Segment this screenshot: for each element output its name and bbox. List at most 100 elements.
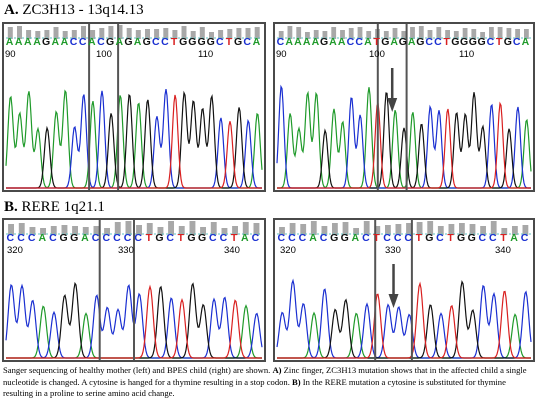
quality-bar <box>462 28 468 39</box>
trace-g <box>277 92 531 189</box>
quality-bar <box>348 28 354 39</box>
section-gene-b: RERE 1q21.1 <box>21 199 105 215</box>
base-call: C <box>425 36 433 48</box>
base-call: C <box>97 36 105 48</box>
base-call: C <box>113 232 121 244</box>
base-call: A <box>38 232 47 244</box>
quality-bar <box>289 223 296 235</box>
chromatogram-a-mother-trace <box>5 22 263 192</box>
quality-bar <box>363 221 370 235</box>
base-call: G <box>179 36 188 48</box>
trace-t <box>277 101 531 189</box>
section-title-a: A. ZC3H13 - 13q14.13 <box>4 2 144 18</box>
base-call: C <box>362 232 370 244</box>
base-call: A <box>351 232 360 244</box>
base-call: C <box>277 232 286 244</box>
quality-bar <box>418 26 424 39</box>
quality-bar <box>353 228 359 235</box>
quality-bar <box>35 31 41 39</box>
quality-bar <box>81 26 86 39</box>
base-call: T <box>373 36 380 48</box>
quality-bar <box>209 32 214 39</box>
quality-bar <box>332 223 338 235</box>
quality-bar <box>490 221 497 235</box>
quality-bar <box>172 30 178 39</box>
quality-bar <box>61 225 68 235</box>
trace-g <box>277 279 531 359</box>
base-call: C <box>436 232 444 244</box>
base-call: A <box>60 36 69 48</box>
base-call: T <box>177 232 185 244</box>
base-call: T <box>145 232 153 244</box>
base-call: C <box>102 232 111 244</box>
quality-bar <box>310 221 317 235</box>
base-call: G <box>197 36 206 48</box>
quality-bar <box>385 225 391 235</box>
base-call: C <box>383 232 391 244</box>
base-call: A <box>133 36 142 48</box>
quality-bar <box>401 31 407 39</box>
base-call: G <box>477 36 486 48</box>
quality-bar <box>296 27 302 39</box>
base-call: A <box>407 36 416 48</box>
position-label: 340 <box>224 245 240 256</box>
position-label: 100 <box>369 49 385 60</box>
quality-bar <box>200 227 206 235</box>
quality-bar <box>366 31 372 39</box>
base-call: G <box>467 232 476 244</box>
quality-bar <box>108 26 114 39</box>
base-call: G <box>106 36 115 48</box>
base-call: G <box>234 36 243 48</box>
base-call: A <box>81 232 89 244</box>
base-call: T <box>415 232 423 244</box>
quality-bar <box>199 27 205 39</box>
quality-bar <box>40 228 46 235</box>
quality-bar <box>300 224 307 235</box>
base-call: G <box>320 36 329 48</box>
base-call: C <box>288 232 296 244</box>
quality-bar <box>342 222 349 235</box>
trace-t <box>6 94 262 189</box>
base-call: A <box>51 36 60 48</box>
quality-bar <box>146 223 153 235</box>
quality-bar <box>279 227 285 235</box>
base-call: C <box>78 36 87 48</box>
variant-arrow-icon <box>388 264 399 308</box>
base-call: A <box>329 36 337 48</box>
quality-bar <box>374 226 381 235</box>
quality-bar <box>227 29 233 39</box>
quality-bar <box>489 27 494 39</box>
quality-bar <box>126 28 132 39</box>
quality-bar <box>90 30 96 39</box>
base-call: G <box>142 36 151 48</box>
base-call: C <box>219 232 228 244</box>
position-label: 330 <box>385 245 401 256</box>
caption-part-b: In the RERE mutation a cytosine is subst… <box>3 376 506 399</box>
quality-bar <box>287 26 293 39</box>
base-call: C <box>166 232 174 244</box>
quality-bar <box>437 226 444 235</box>
quality-bar <box>340 30 345 39</box>
quality-bar <box>524 29 529 39</box>
quality-bar <box>512 226 518 235</box>
quality-bar <box>154 29 160 39</box>
quality-bar <box>416 222 423 235</box>
position-label: 110 <box>459 49 475 60</box>
caption-label-b: B) <box>292 376 301 387</box>
base-call: G <box>330 232 339 244</box>
quality-bar <box>104 228 110 235</box>
base-call: C <box>152 36 160 48</box>
base-call: G <box>340 232 349 244</box>
quality-bar <box>168 221 174 235</box>
base-call: T <box>170 36 178 48</box>
quality-bar <box>117 25 123 39</box>
quality-bar <box>181 26 187 39</box>
base-call: C <box>123 232 132 244</box>
section-label-b: B. <box>4 199 18 215</box>
base-call: C <box>489 232 497 244</box>
